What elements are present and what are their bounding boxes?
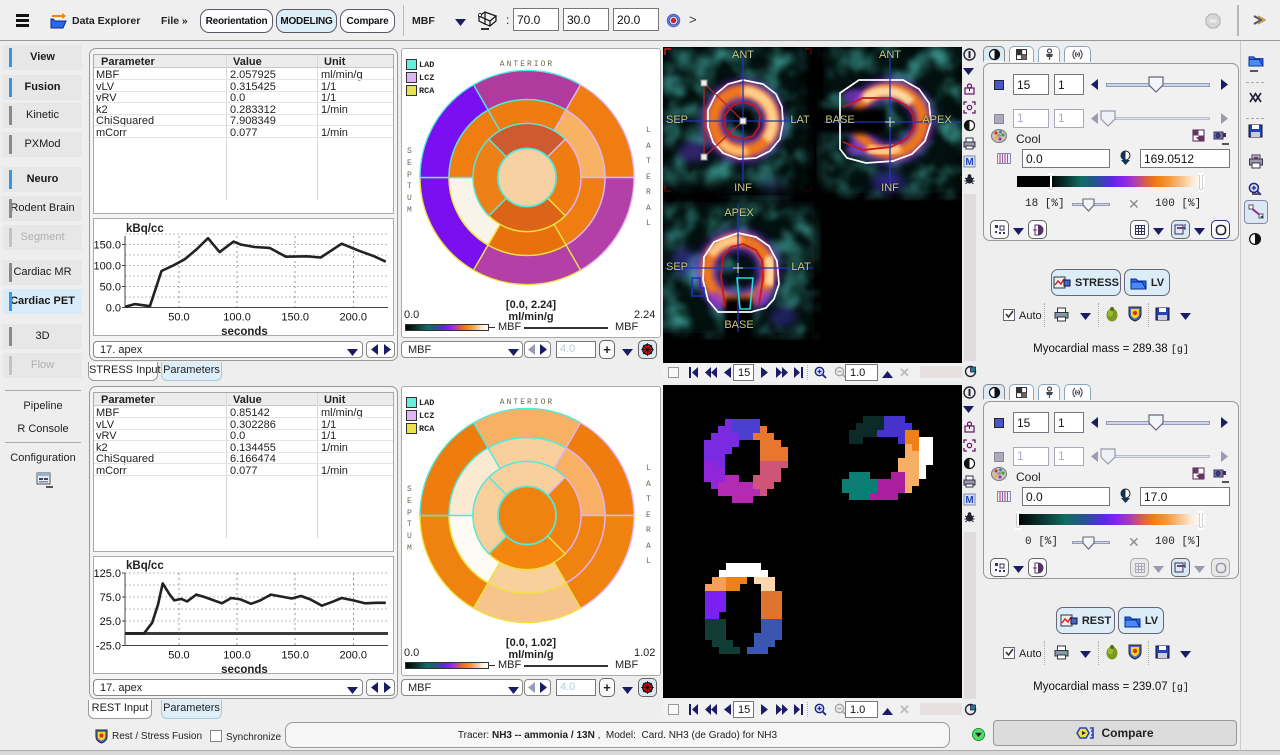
svg-text:50.0: 50.0 xyxy=(100,282,121,294)
svg-text:200.0: 200.0 xyxy=(340,650,368,662)
svg-text:25.0: 25.0 xyxy=(100,616,121,628)
svg-text:100.0: 100.0 xyxy=(223,312,251,324)
svg-text:0.0: 0.0 xyxy=(106,303,121,315)
svg-text:100.0: 100.0 xyxy=(223,650,251,662)
svg-text:150.0: 150.0 xyxy=(281,312,309,324)
svg-text:M: M xyxy=(965,495,973,506)
svg-text:50.0: 50.0 xyxy=(168,312,189,324)
svg-text:200.0: 200.0 xyxy=(340,312,368,324)
svg-text:150.0: 150.0 xyxy=(94,240,121,252)
svg-text:50.0: 50.0 xyxy=(168,650,189,662)
svg-text:100.0: 100.0 xyxy=(94,261,121,273)
svg-text:75.0: 75.0 xyxy=(100,592,121,604)
svg-text:125.0: 125.0 xyxy=(94,568,121,580)
svg-text:M: M xyxy=(965,157,973,168)
svg-text:-25.0: -25.0 xyxy=(96,640,121,652)
svg-text:150.0: 150.0 xyxy=(281,650,309,662)
